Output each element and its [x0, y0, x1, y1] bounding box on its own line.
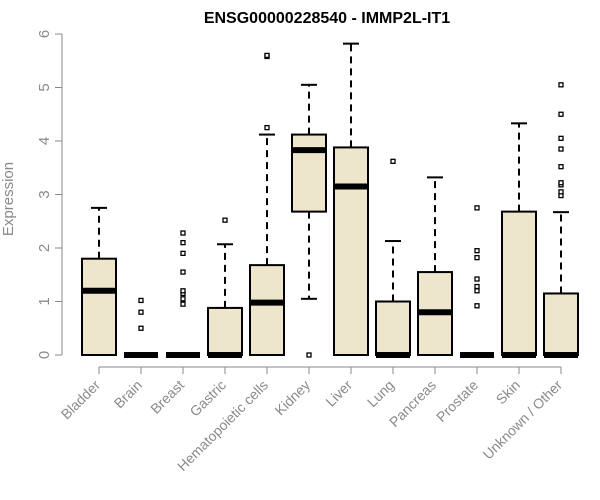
outlier-point — [558, 164, 564, 170]
outlier-point — [138, 297, 144, 304]
x-tick-label: Skin — [493, 377, 524, 408]
box-body — [333, 146, 369, 356]
x-tick-label: Liver — [322, 377, 355, 410]
outlier-point — [180, 269, 186, 275]
outlier-point — [180, 296, 186, 302]
y-tick-label: 1 — [36, 297, 53, 305]
y-tick-label: 2 — [36, 244, 53, 252]
box-body — [291, 133, 327, 213]
outlier-point — [558, 180, 564, 186]
box-body — [207, 306, 243, 357]
outlier-point — [222, 217, 228, 223]
box-skin — [501, 122, 537, 358]
x-tick-label: Pancreas — [386, 377, 439, 430]
x-tick-label: Breast — [147, 377, 187, 417]
outlier-point — [390, 158, 396, 164]
outlier-point — [180, 301, 186, 307]
box-brain — [124, 297, 158, 358]
box-liver — [333, 42, 369, 356]
outlier-point — [474, 288, 480, 294]
box-unknown-other — [543, 82, 579, 358]
box-bladder — [81, 206, 117, 357]
chart-title: ENSG00000228540 - IMMP2L-IT1 — [204, 10, 450, 27]
box-body — [375, 300, 411, 356]
outlier-point — [180, 288, 186, 294]
outlier-point — [180, 239, 186, 246]
plot-area — [81, 42, 579, 358]
outlier-point — [474, 303, 480, 309]
box-kidney — [291, 83, 327, 358]
outlier-point — [474, 248, 480, 254]
box-lung — [375, 158, 411, 358]
outlier-point — [474, 254, 480, 261]
y-tick-label: 5 — [36, 83, 53, 91]
outlier-point — [558, 82, 564, 88]
outlier-point — [138, 325, 144, 331]
box-prostate — [460, 205, 494, 358]
box-hematopoietic-cells — [249, 52, 285, 356]
y-tick-label: 4 — [36, 137, 53, 145]
box-breast — [166, 230, 200, 358]
y-tick-label: 6 — [36, 30, 53, 38]
outlier-point — [558, 111, 564, 117]
box-pancreas — [417, 176, 453, 357]
outlier-point — [138, 309, 144, 315]
box-gastric — [207, 217, 243, 358]
outlier-point — [264, 124, 270, 131]
y-axis-label: Expression — [0, 162, 17, 236]
outlier-point — [264, 52, 270, 59]
outlier-point — [306, 352, 312, 358]
outlier-point — [558, 146, 564, 152]
x-tick-label: Kidney — [272, 377, 314, 419]
x-tick-label: Unknown / Other — [480, 377, 566, 463]
outlier-point — [474, 205, 480, 211]
outlier-point — [558, 135, 564, 141]
box-body — [501, 210, 537, 356]
outlier-point — [558, 189, 564, 195]
x-tick-label: Prostate — [433, 377, 481, 425]
outlier-point — [474, 276, 480, 282]
y-axis: 0 1 2 3 4 5 6 — [36, 30, 63, 359]
x-tick-label: Brain — [111, 377, 145, 411]
box-body — [249, 264, 285, 356]
y-tick-label: 0 — [36, 351, 53, 359]
y-tick-label: 3 — [36, 190, 53, 198]
outlier-point — [180, 230, 186, 236]
x-tick-label: Bladder — [58, 377, 104, 423]
outlier-point — [474, 283, 480, 290]
box-body — [543, 292, 579, 357]
x-tick-label: Lung — [364, 377, 397, 410]
box-body — [81, 257, 117, 357]
outlier-point — [180, 250, 186, 257]
